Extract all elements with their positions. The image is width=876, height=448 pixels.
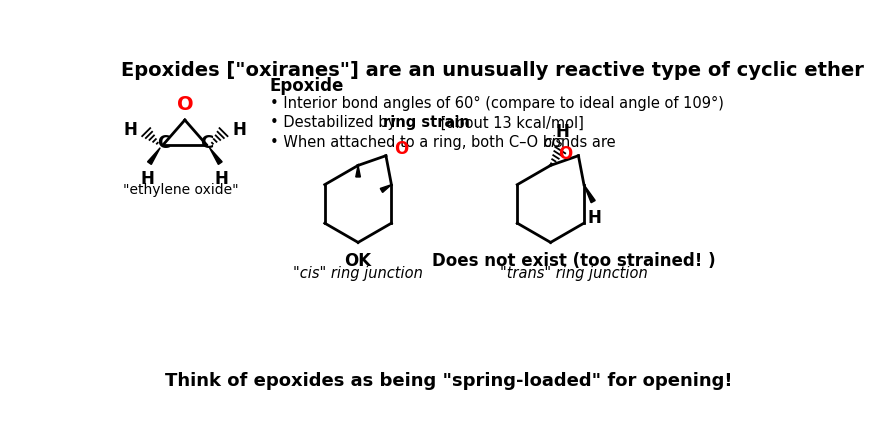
- Text: O: O: [394, 140, 408, 158]
- Text: "ethylene oxide": "ethylene oxide": [124, 183, 239, 197]
- Text: H: H: [588, 209, 602, 227]
- Text: ring strain: ring strain: [384, 116, 470, 130]
- Text: "cis" ring junction: "cis" ring junction: [293, 266, 423, 281]
- Polygon shape: [584, 185, 595, 202]
- Text: C: C: [200, 134, 213, 152]
- Text: H: H: [141, 170, 155, 188]
- Text: Think of epoxides as being "spring-loaded" for opening!: Think of epoxides as being "spring-loade…: [166, 372, 732, 390]
- Text: • Destabilized by: • Destabilized by: [270, 116, 400, 130]
- Text: OK: OK: [344, 252, 371, 271]
- Text: H: H: [215, 170, 229, 188]
- Text: • When attached to a ring, both C–O bonds are: • When attached to a ring, both C–O bond…: [270, 134, 620, 150]
- Text: • Interior bond angles of 60° (compare to ideal angle of 109°): • Interior bond angles of 60° (compare t…: [270, 96, 724, 111]
- Text: [about 13 kcal/mol]: [about 13 kcal/mol]: [436, 116, 583, 130]
- Polygon shape: [356, 165, 360, 177]
- Text: Epoxides ["oxiranes"] are an unusually reactive type of cyclic ether: Epoxides ["oxiranes"] are an unusually r…: [121, 61, 864, 81]
- Text: C: C: [157, 134, 170, 152]
- Text: O: O: [558, 145, 572, 163]
- Polygon shape: [147, 148, 160, 164]
- Text: "trans" ring junction: "trans" ring junction: [500, 266, 647, 281]
- Text: H: H: [556, 123, 570, 141]
- Text: cis: cis: [543, 134, 562, 150]
- Text: H: H: [124, 121, 138, 139]
- Polygon shape: [209, 148, 223, 164]
- Text: Does not exist (too strained! ): Does not exist (too strained! ): [432, 252, 716, 271]
- Polygon shape: [380, 185, 392, 193]
- Text: H: H: [233, 121, 246, 139]
- Text: Epoxide: Epoxide: [270, 77, 344, 95]
- Text: O: O: [177, 95, 193, 114]
